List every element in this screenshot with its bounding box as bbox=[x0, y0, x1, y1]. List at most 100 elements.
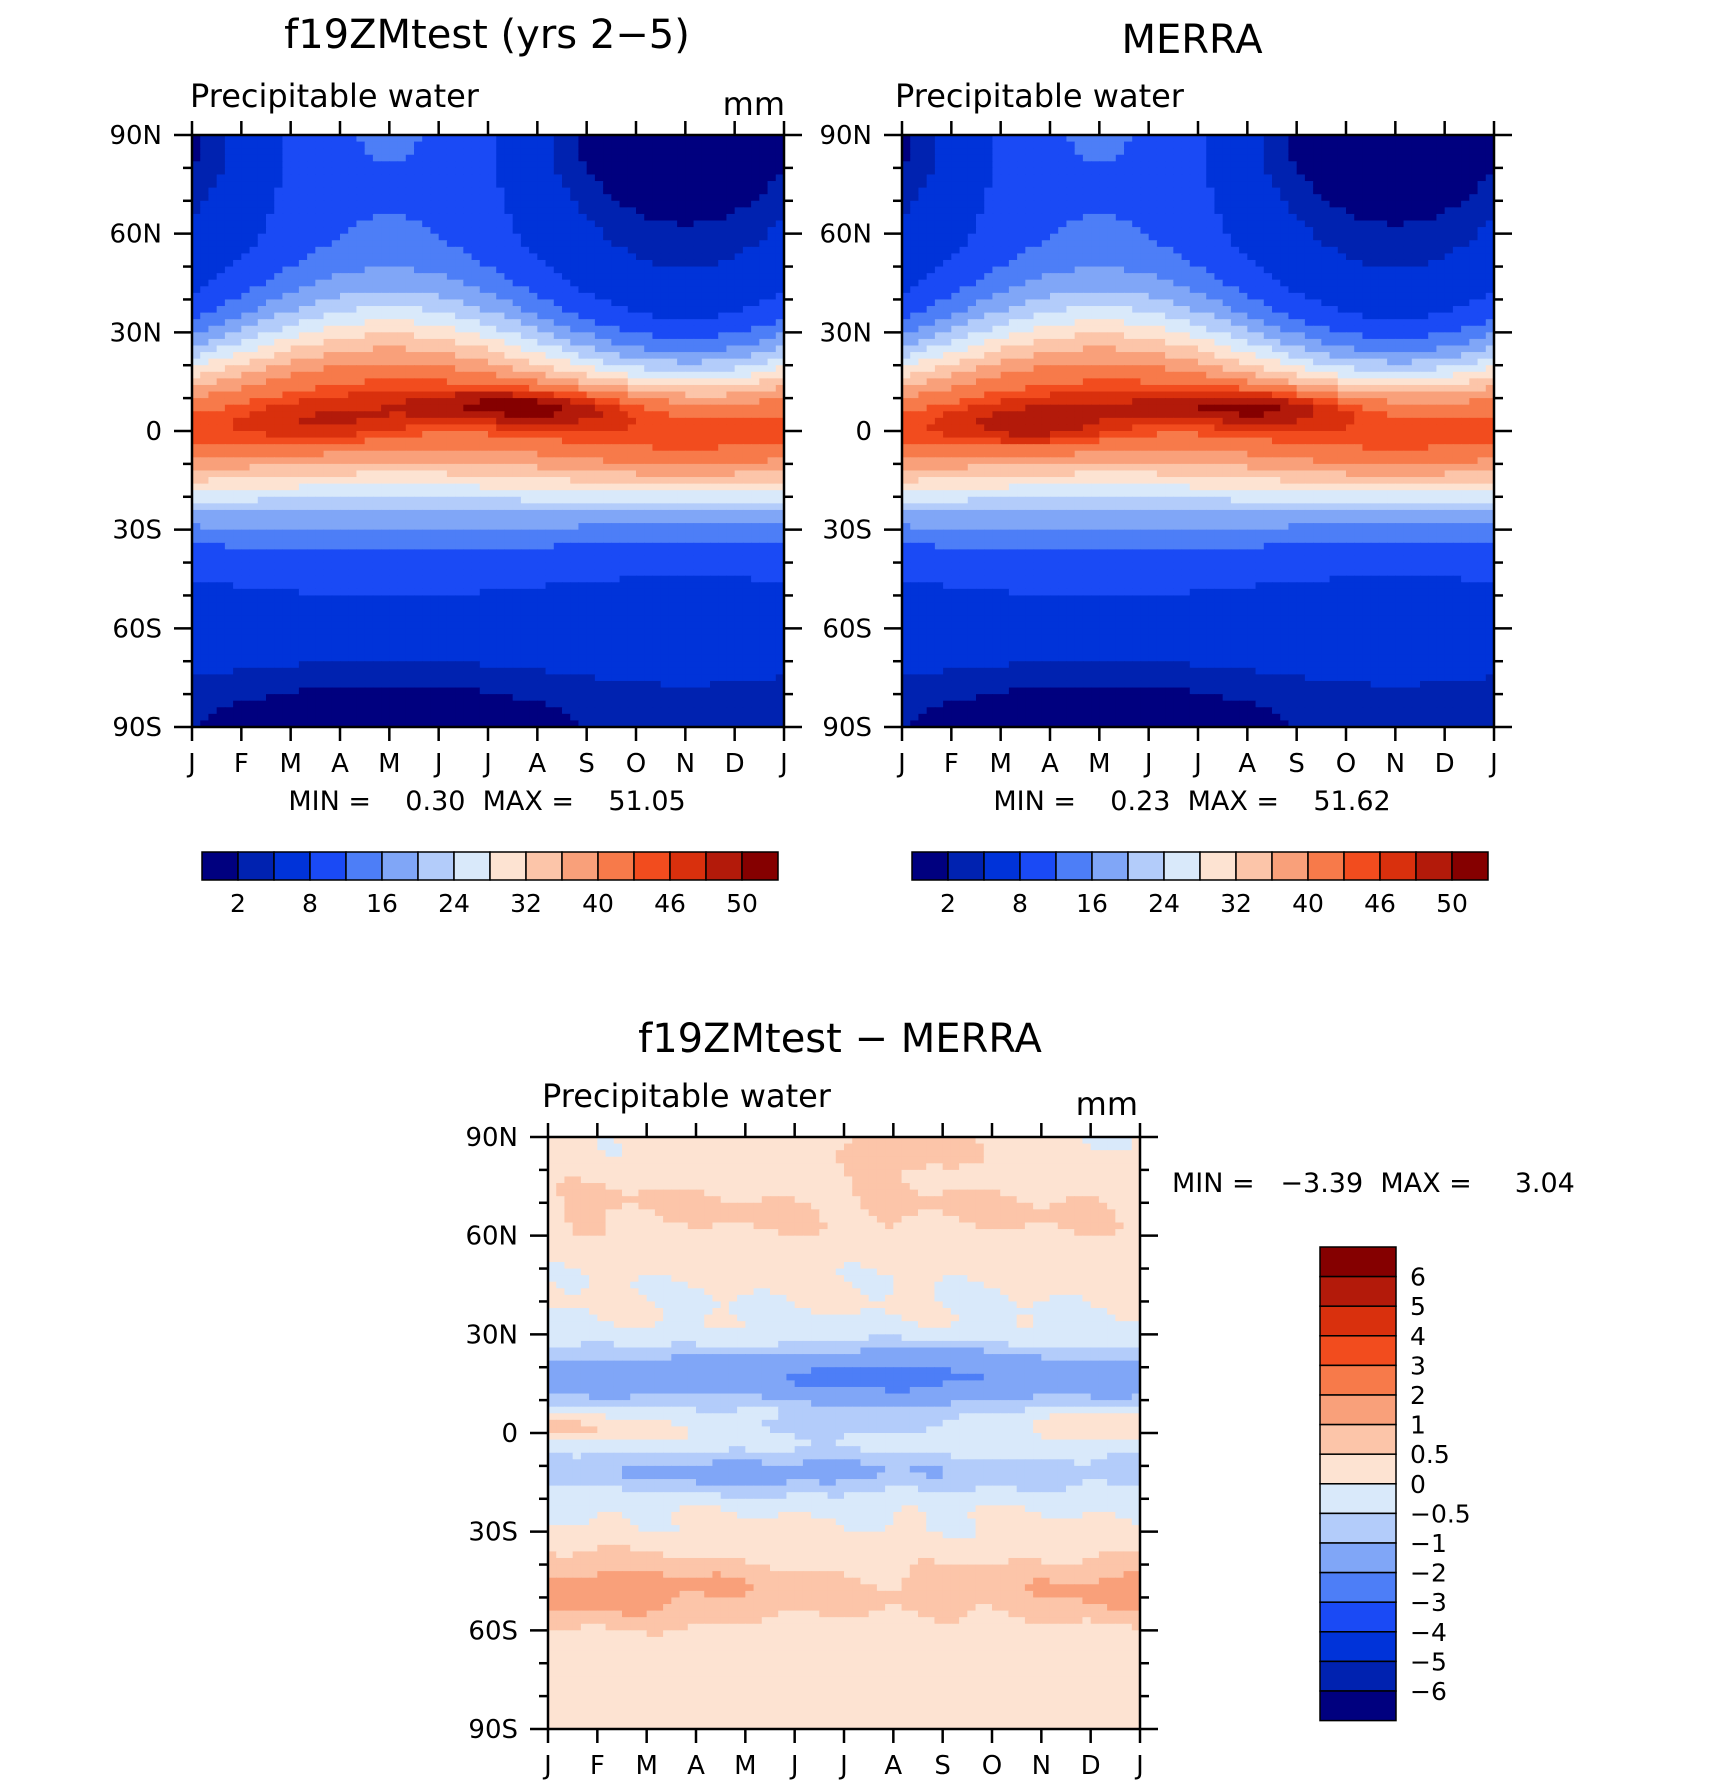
field-cell bbox=[463, 279, 473, 287]
field-cell bbox=[455, 338, 464, 347]
field-cell bbox=[496, 207, 506, 215]
field-cell bbox=[685, 332, 695, 340]
field-cell bbox=[323, 299, 333, 307]
field-cell bbox=[570, 299, 580, 307]
field-cell bbox=[233, 259, 242, 268]
field-cell bbox=[479, 306, 489, 314]
field-cell bbox=[298, 141, 308, 149]
field-cell bbox=[381, 135, 390, 143]
field-cell bbox=[298, 431, 308, 439]
field-cell bbox=[751, 378, 760, 386]
field-cell bbox=[726, 194, 736, 202]
field-cell bbox=[463, 569, 473, 577]
field-cell bbox=[298, 207, 308, 215]
field-cell bbox=[364, 167, 374, 176]
field-cell bbox=[364, 174, 374, 182]
field-cell bbox=[364, 417, 374, 426]
field-cell bbox=[340, 437, 349, 445]
field-cell bbox=[372, 496, 382, 504]
field-cell bbox=[414, 194, 423, 202]
field-cell bbox=[668, 246, 678, 254]
field-cell bbox=[488, 562, 497, 570]
field-cell bbox=[553, 338, 563, 347]
field-cell bbox=[545, 569, 555, 577]
field-cell bbox=[381, 259, 390, 268]
field-cell bbox=[257, 371, 267, 379]
field-cell bbox=[224, 352, 234, 360]
field-cell bbox=[734, 338, 744, 347]
field-cell bbox=[241, 141, 251, 149]
field-cell bbox=[627, 174, 637, 182]
field-cell bbox=[438, 279, 448, 287]
field-cell bbox=[307, 582, 316, 590]
field-cell bbox=[471, 582, 481, 590]
field-cell bbox=[446, 273, 456, 281]
field-cell bbox=[192, 220, 201, 228]
field-cell bbox=[397, 411, 407, 419]
field-cell bbox=[751, 279, 760, 287]
field-cell bbox=[438, 286, 448, 294]
field-cell bbox=[200, 444, 210, 452]
field-cell bbox=[562, 240, 571, 248]
field-cell bbox=[438, 523, 448, 531]
field-cell bbox=[545, 292, 555, 301]
field-cell bbox=[644, 299, 654, 307]
field-cell bbox=[718, 470, 728, 478]
field-cell bbox=[520, 312, 530, 320]
field-cell bbox=[553, 213, 563, 222]
field-cell bbox=[422, 187, 432, 195]
field-cell bbox=[266, 411, 275, 419]
field-cell bbox=[767, 411, 777, 419]
field-cell bbox=[282, 174, 292, 182]
field-cell bbox=[693, 161, 703, 169]
field-cell bbox=[718, 207, 728, 215]
field-cell bbox=[636, 575, 645, 583]
field-cell bbox=[315, 384, 325, 393]
field-cell bbox=[224, 378, 234, 386]
field-cell bbox=[496, 246, 506, 254]
field-cell bbox=[307, 457, 316, 465]
field-cell bbox=[307, 187, 316, 195]
field-cell bbox=[241, 431, 251, 439]
field-cell bbox=[545, 207, 555, 215]
field-cell bbox=[512, 338, 522, 347]
field-cell bbox=[282, 259, 292, 268]
field-cell bbox=[570, 457, 580, 465]
field-cell bbox=[356, 384, 366, 393]
field-cell bbox=[241, 213, 251, 222]
field-cell bbox=[208, 463, 218, 472]
field-cell bbox=[759, 141, 769, 149]
field-cell bbox=[529, 253, 538, 261]
field-cell bbox=[710, 200, 719, 208]
field-cell bbox=[372, 536, 382, 544]
field-cell bbox=[718, 483, 728, 491]
field-cell bbox=[455, 496, 464, 504]
field-cell bbox=[274, 437, 284, 445]
field-cell bbox=[759, 503, 769, 511]
field-cell bbox=[340, 299, 349, 307]
field-cell bbox=[192, 352, 201, 360]
field-cell bbox=[767, 240, 777, 248]
field-cell bbox=[266, 555, 275, 564]
field-cell bbox=[257, 523, 267, 531]
field-cell bbox=[644, 233, 654, 241]
field-cell bbox=[767, 299, 777, 307]
field-cell bbox=[430, 306, 440, 314]
field-cell bbox=[430, 332, 440, 340]
field-cell bbox=[323, 319, 333, 327]
field-cell bbox=[701, 391, 711, 399]
field-cell bbox=[726, 358, 736, 366]
field-cell bbox=[594, 444, 604, 452]
field-cell bbox=[323, 220, 333, 228]
field-cell bbox=[594, 417, 604, 426]
field-cell bbox=[496, 509, 506, 518]
field-cell bbox=[660, 555, 670, 564]
field-cell bbox=[348, 299, 358, 307]
field-cell bbox=[340, 345, 349, 353]
field-cell bbox=[340, 411, 349, 419]
field-cell bbox=[266, 194, 275, 202]
field-cell bbox=[389, 457, 399, 465]
field-cell bbox=[718, 200, 728, 208]
field-cell bbox=[290, 312, 300, 320]
field-cell bbox=[594, 312, 604, 320]
